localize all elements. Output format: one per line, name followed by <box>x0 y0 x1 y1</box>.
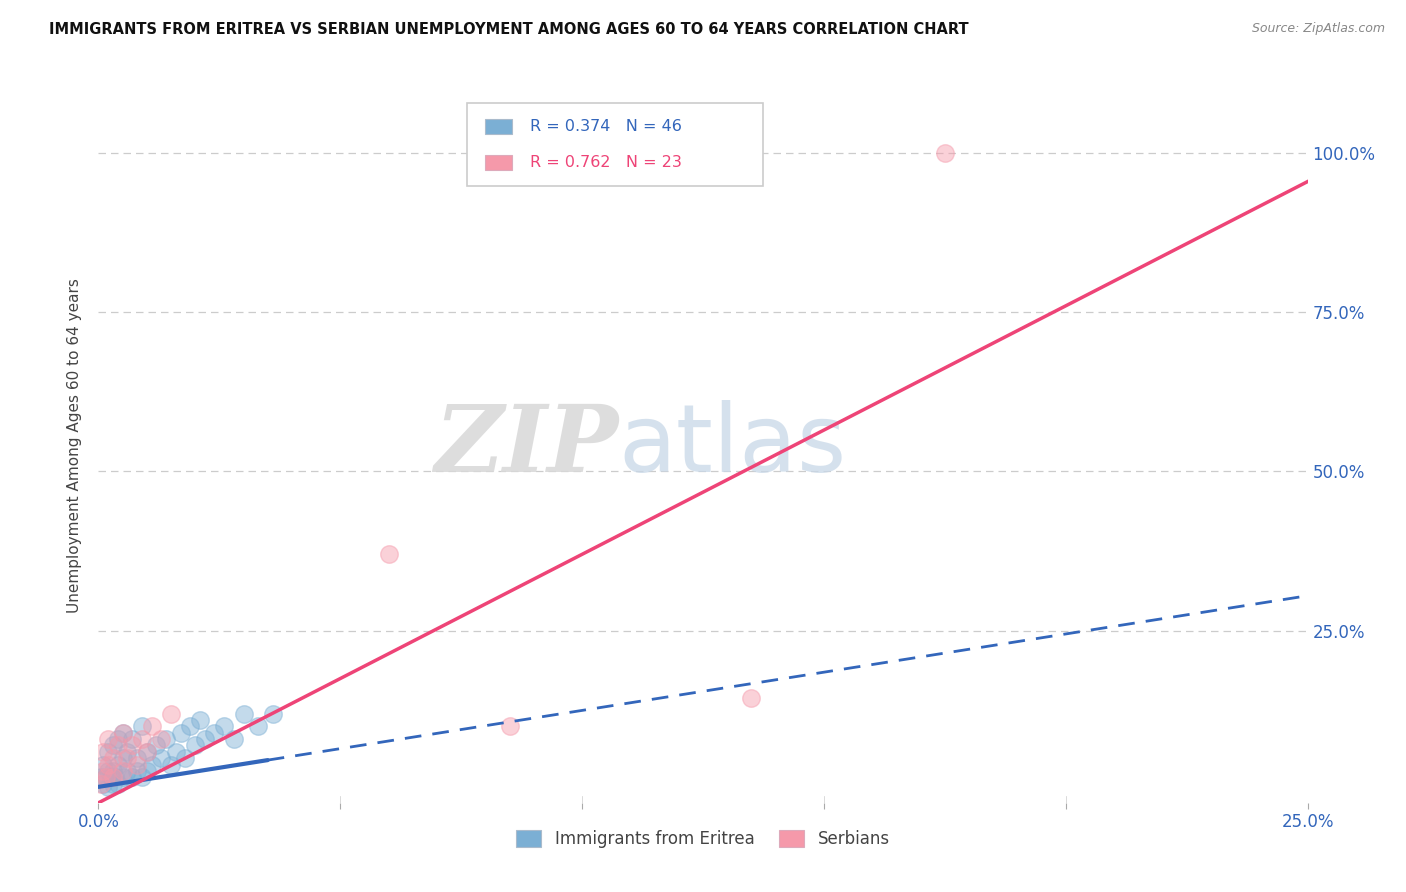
Point <box>117 751 139 765</box>
Point <box>94 770 117 784</box>
Point <box>107 732 129 747</box>
Point <box>97 757 120 772</box>
Point <box>184 739 207 753</box>
Point <box>111 770 134 784</box>
Point <box>121 732 143 747</box>
Text: R = 0.374   N = 46: R = 0.374 N = 46 <box>530 119 682 134</box>
Point <box>131 770 153 784</box>
Point <box>247 719 270 733</box>
Point <box>212 719 235 733</box>
Text: R = 0.762   N = 23: R = 0.762 N = 23 <box>530 155 682 170</box>
Point <box>131 719 153 733</box>
Point <box>160 757 183 772</box>
Point <box>91 745 114 759</box>
Point <box>91 764 114 778</box>
Point <box>155 732 177 747</box>
Point <box>94 770 117 784</box>
Point <box>107 777 129 791</box>
FancyBboxPatch shape <box>485 154 512 170</box>
Point <box>150 751 173 765</box>
Point <box>194 732 217 747</box>
Point <box>127 751 149 765</box>
Point <box>111 764 134 778</box>
Point <box>141 719 163 733</box>
Text: Source: ZipAtlas.com: Source: ZipAtlas.com <box>1251 22 1385 36</box>
Text: IMMIGRANTS FROM ERITREA VS SERBIAN UNEMPLOYMENT AMONG AGES 60 TO 64 YEARS CORREL: IMMIGRANTS FROM ERITREA VS SERBIAN UNEMP… <box>49 22 969 37</box>
Point <box>150 732 173 747</box>
Point <box>160 706 183 721</box>
Point <box>90 770 112 784</box>
Point <box>174 751 197 765</box>
Point <box>169 725 191 739</box>
Point <box>232 706 254 721</box>
Point <box>740 690 762 705</box>
Point <box>934 145 956 160</box>
Point <box>101 751 124 765</box>
Point <box>121 739 143 753</box>
Text: ZIP: ZIP <box>434 401 619 491</box>
Point <box>188 713 211 727</box>
Point <box>135 764 157 778</box>
FancyBboxPatch shape <box>467 103 763 186</box>
Point <box>97 780 120 794</box>
Y-axis label: Unemployment Among Ages 60 to 64 years: Unemployment Among Ages 60 to 64 years <box>67 278 83 614</box>
Point <box>498 719 520 733</box>
Point <box>165 745 187 759</box>
Point <box>141 757 163 772</box>
Point <box>135 745 157 759</box>
Point <box>101 777 124 791</box>
Point <box>222 732 245 747</box>
Point <box>204 725 226 739</box>
Point <box>97 745 120 759</box>
Point <box>97 764 120 778</box>
Legend: Immigrants from Eritrea, Serbians: Immigrants from Eritrea, Serbians <box>509 823 897 855</box>
Point <box>127 764 149 778</box>
Point <box>117 764 139 778</box>
Point <box>107 757 129 772</box>
FancyBboxPatch shape <box>485 119 512 135</box>
Point <box>111 725 134 739</box>
Point <box>91 757 114 772</box>
Point <box>107 739 129 753</box>
Point <box>145 739 167 753</box>
Point <box>117 745 139 759</box>
Point <box>101 770 124 784</box>
Point <box>101 764 124 778</box>
Point <box>104 770 127 784</box>
Point <box>91 777 114 791</box>
Point <box>97 732 120 747</box>
Point <box>179 719 201 733</box>
Text: atlas: atlas <box>619 400 846 492</box>
Point <box>111 725 134 739</box>
Point <box>101 739 124 753</box>
Point <box>100 770 122 784</box>
Point <box>90 777 112 791</box>
Point <box>127 757 149 772</box>
Point <box>131 732 153 747</box>
Point <box>135 745 157 759</box>
Point <box>121 770 143 784</box>
Point <box>111 751 134 765</box>
Point <box>262 706 284 721</box>
Point <box>377 547 399 561</box>
